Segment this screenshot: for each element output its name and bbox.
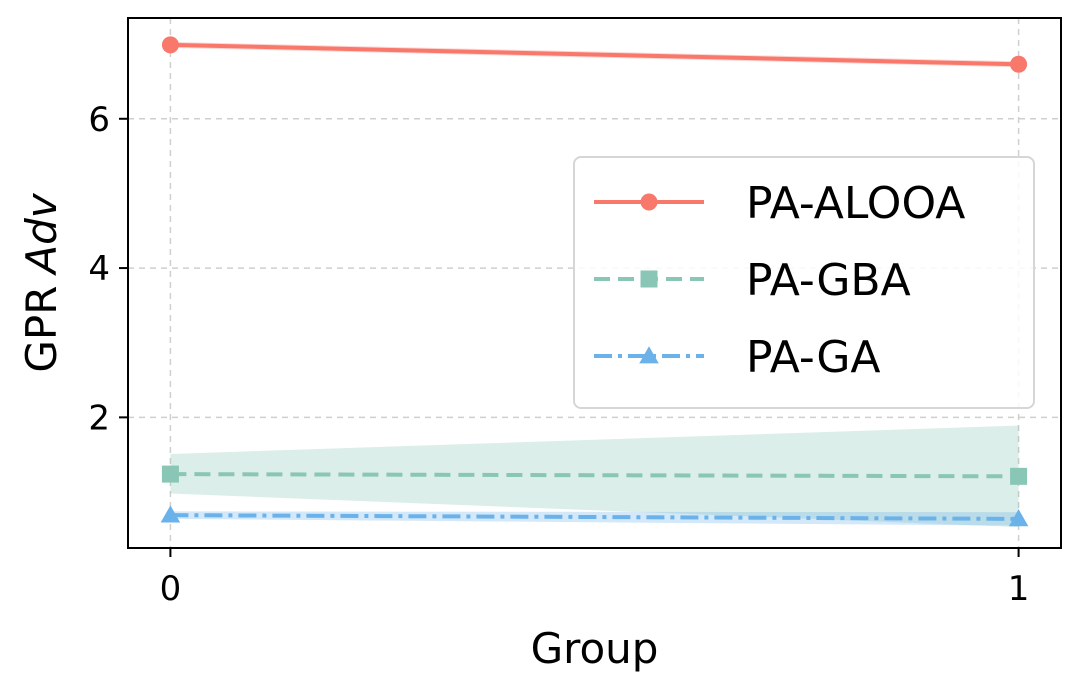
marker-pa-ga [1008,509,1029,527]
line-pa-alooa [170,42,1019,67]
y-tick-label: 2 [88,398,110,438]
band-pa-gba [170,425,1019,528]
marker-pa-alooa [1010,55,1028,73]
y-axis-label: GPR Adv [17,192,66,372]
legend-label-pa-ga: PA-GA [746,332,881,383]
legend-box [573,156,1035,409]
legend-marker-pa-gba [640,270,658,288]
y-tick-label: 4 [88,249,110,289]
line-pa-ga [170,513,1019,521]
legend-label-pa-alooa: PA-ALOOA [746,178,965,229]
y-axis-label-italic: Adv [17,192,66,276]
x-tick-label: 0 [160,569,182,609]
legend-marker-pa-ga [639,346,659,364]
y-tick-label: 6 [88,100,110,140]
legend-label-pa-gba: PA-GBA [746,255,911,306]
series-lines [170,42,1019,521]
plot-frame [127,17,1062,549]
marker-pa-alooa [161,36,179,54]
line-pa-gba [170,472,1019,479]
y-axis-label-prefix: GPR [17,286,66,373]
x-axis-label: Group [531,624,659,673]
legend-marker-pa-alooa [640,193,658,211]
axis-ticks: 2 4 6 0 1 [88,100,1029,609]
series-markers [160,36,1029,527]
marker-pa-gba [161,465,179,483]
x-tick-label: 1 [1008,569,1030,609]
legend: PA-ALOOA PA-GBA PA-GA [573,156,1035,409]
marker-pa-gba [1010,467,1028,485]
marker-pa-ga [160,505,181,523]
